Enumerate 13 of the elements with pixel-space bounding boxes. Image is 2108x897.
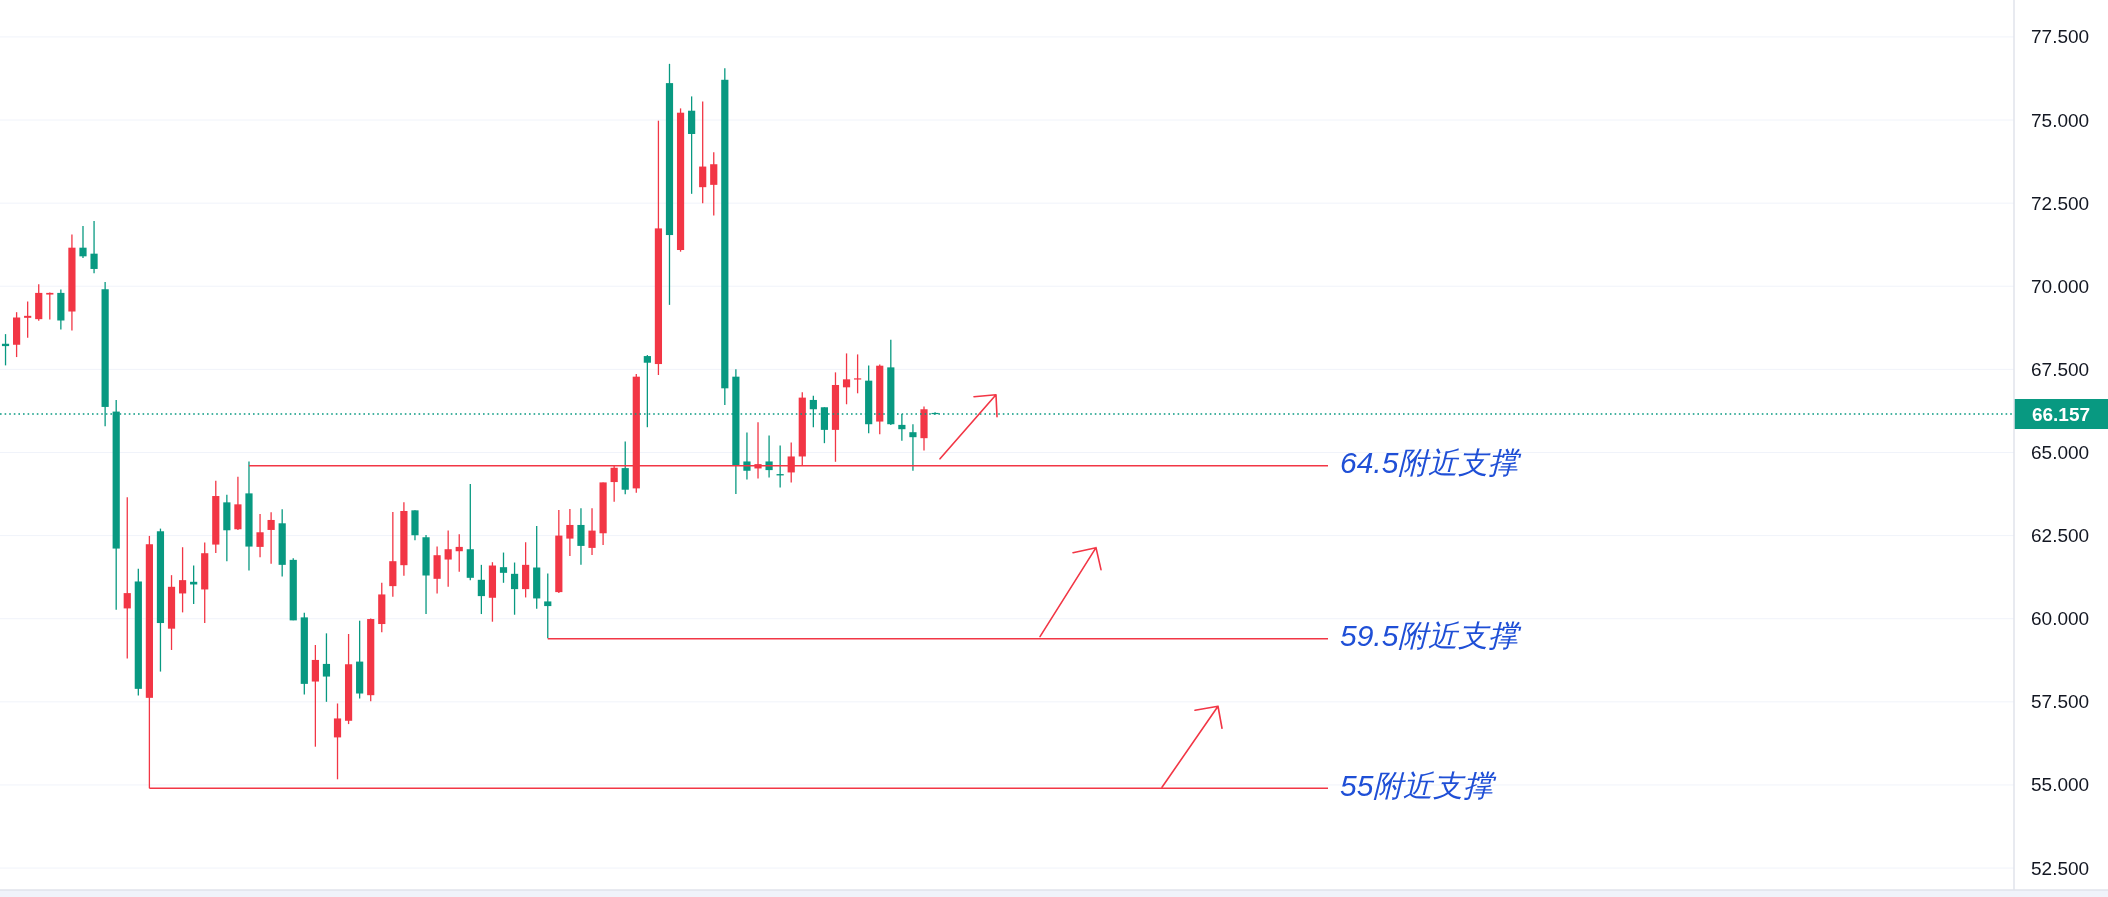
y-tick-label: 65.000 xyxy=(2031,441,2090,463)
y-tick-label: 72.500 xyxy=(2031,192,2090,214)
ref-line: 66.157 xyxy=(0,399,2108,429)
y-tick-label: 70.000 xyxy=(2031,275,2090,297)
y-tick-label: 75.000 xyxy=(2031,109,2090,131)
ref-line-label: 66.157 xyxy=(2031,403,2091,425)
y-tick-label: 62.500 xyxy=(2031,525,2090,547)
y-tick-label: 67.500 xyxy=(2031,358,2090,380)
y-tick-label: 77.500 xyxy=(2031,26,2090,48)
y-tick-label: 60.000 xyxy=(2031,608,2090,630)
y-tick-label: 55.000 xyxy=(2031,774,2090,796)
y-tick-label: 57.500 xyxy=(2031,691,2090,713)
y-tick-label: 52.500 xyxy=(2031,857,2090,879)
